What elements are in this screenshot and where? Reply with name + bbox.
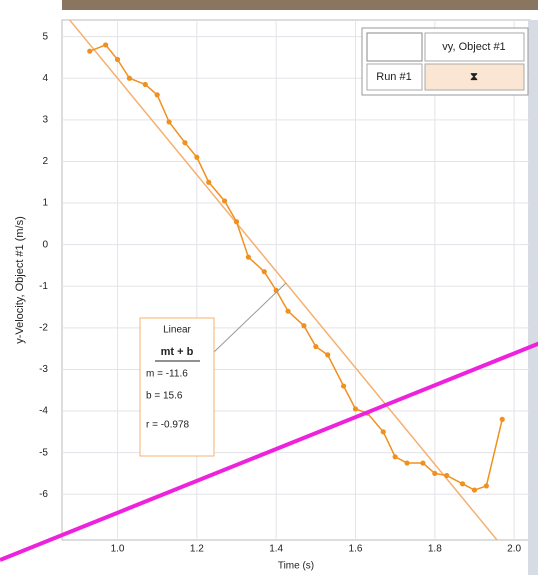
- data-point: [155, 92, 160, 97]
- data-point: [234, 219, 239, 224]
- legend-label: Run #1: [376, 71, 411, 83]
- y-tick-label: 0: [42, 239, 48, 250]
- fit-title: Linear: [163, 325, 191, 336]
- plot-area: [62, 20, 530, 540]
- fit-box: Linear mt + b m = -11.6 b = 15.6 r = -0.…: [140, 318, 214, 456]
- data-point: [166, 119, 171, 124]
- data-point: [194, 155, 199, 160]
- x-axis-title: Time (s): [278, 561, 314, 572]
- data-point: [500, 417, 505, 422]
- data-point: [182, 140, 187, 145]
- x-tick-label: 2.0: [507, 544, 521, 555]
- y-tick-label: 1: [42, 198, 48, 209]
- photo-strip: [62, 0, 538, 10]
- data-point: [301, 323, 306, 328]
- data-point: [444, 473, 449, 478]
- data-point: [143, 82, 148, 87]
- data-point: [285, 309, 290, 314]
- legend: vy, Object #1 Run #1 ⧗: [362, 28, 528, 95]
- data-point: [325, 352, 330, 357]
- x-tick-label: 1.0: [111, 544, 125, 555]
- data-point: [222, 198, 227, 203]
- chart: 1.0 1.2 1.4 1.6 1.8 2.0 -6 -5 -4 -3 -2 -1 0 1 2 3 4 5 y-V…: [0, 0, 538, 575]
- x-tick-label: 1.8: [428, 544, 442, 555]
- x-tick-label: 1.2: [190, 544, 204, 555]
- data-point: [460, 481, 465, 486]
- y-tick-label: -1: [39, 281, 48, 292]
- y-tick-label: -6: [39, 489, 48, 500]
- data-point: [262, 269, 267, 274]
- y-tick-label: 5: [42, 31, 48, 42]
- x-tick-label: 1.6: [349, 544, 363, 555]
- data-point: [381, 429, 386, 434]
- x-tick-label: 1.4: [269, 544, 283, 555]
- y-axis-title: y-Velocity, Object #1 (m/s): [14, 216, 26, 344]
- data-point: [115, 57, 120, 62]
- page: 1.0 1.2 1.4 1.6 1.8 2.0 -6 -5 -4 -3 -2 -1 0 1 2 3 4 5 y-V…: [0, 0, 538, 575]
- y-tick-label: -3: [39, 364, 48, 375]
- fit-slope: m = -11.6: [146, 369, 188, 380]
- fit-intercept: b = 15.6: [146, 391, 183, 402]
- y-tick-label: 3: [42, 114, 48, 125]
- data-point: [313, 344, 318, 349]
- data-point: [420, 460, 425, 465]
- data-point: [432, 471, 437, 476]
- data-point: [87, 49, 92, 54]
- data-point: [472, 487, 477, 492]
- data-point: [393, 454, 398, 459]
- data-point: [103, 42, 108, 47]
- y-tick-label: -4: [39, 406, 48, 417]
- y-tick-label: -5: [39, 447, 48, 458]
- data-point: [484, 483, 489, 488]
- side-bar: [528, 20, 538, 575]
- fit-box-frame: [140, 318, 214, 456]
- data-point: [127, 76, 132, 81]
- legend-marker: ⧗: [470, 71, 478, 83]
- fit-formula: mt + b: [161, 346, 194, 358]
- fit-r: r = -0.978: [146, 420, 190, 431]
- legend-header: vy, Object #1: [442, 41, 505, 53]
- data-point: [404, 460, 409, 465]
- data-point: [246, 255, 251, 260]
- legend-cell: [367, 33, 422, 61]
- data-point: [206, 180, 211, 185]
- y-tick-label: 4: [42, 73, 48, 84]
- data-point: [353, 406, 358, 411]
- y-tick-label: -2: [39, 322, 48, 333]
- y-tick-label: 2: [42, 156, 48, 167]
- data-point: [341, 383, 346, 388]
